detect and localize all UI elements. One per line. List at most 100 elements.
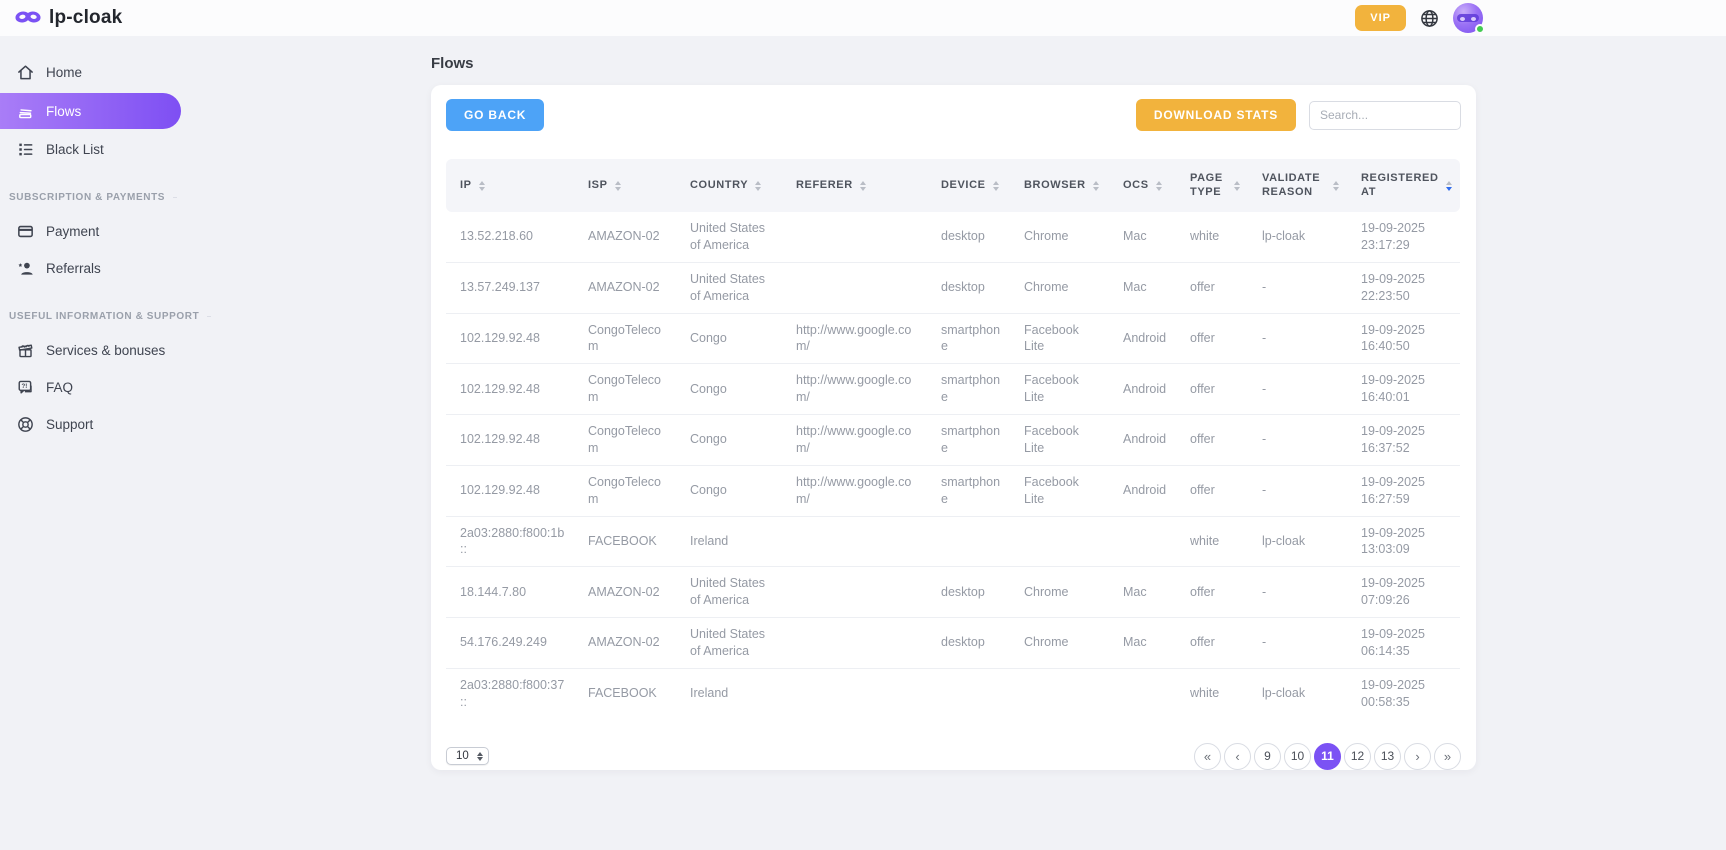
sidebar-item-black-list[interactable]: Black List <box>0 131 181 168</box>
cell-country: United States of America <box>676 617 782 669</box>
column-header-isp[interactable]: ISP <box>574 159 676 212</box>
table-row: 102.129.92.48 CongoTelecom Congo http://www… <box>446 312 1460 364</box>
cell-ip: 13.57.249.137 <box>446 261 574 313</box>
cell-isp: AMAZON-02 <box>588 229 660 244</box>
cell-device: smartphone <box>927 312 1010 364</box>
page-13-button[interactable]: 13 <box>1374 742 1401 770</box>
cell-device: smartphone <box>927 363 1010 415</box>
sidebar-item-faq[interactable]: ?! FAQ <box>0 369 181 406</box>
sort-icon[interactable] <box>992 180 999 191</box>
cell-registered-at: 19-09-2025 06:14:35 <box>1347 617 1460 669</box>
brand-logo[interactable]: lp-cloak <box>14 7 122 29</box>
column-header-validate-reason[interactable]: VALIDATE REASON <box>1248 159 1347 212</box>
cell-device: desktop <box>927 261 1010 313</box>
cell-isp: CongoTelecom <box>574 363 676 415</box>
cell-registered-at: 19-09-2025 16:40:50 <box>1347 312 1460 364</box>
column-header-ip[interactable]: IP <box>446 159 574 212</box>
cell-page-type: offer <box>1176 566 1248 618</box>
language-globe-icon[interactable] <box>1420 9 1439 28</box>
sidebar-item-services-bonuses[interactable]: Services & bonuses <box>0 332 181 369</box>
table-header-row: IP ISP COUNTRY REFERER DEVICE BROWSER OC… <box>446 159 1460 212</box>
cell-browser: Facebook Lite <box>1010 414 1109 466</box>
sidebar-item-referrals[interactable]: Referrals <box>0 250 181 287</box>
sort-icon[interactable] <box>1234 180 1240 191</box>
next-page-button[interactable]: › <box>1404 742 1431 770</box>
sidebar-item-label: FAQ <box>46 380 74 395</box>
cell-ip: 102.129.92.48 <box>446 464 574 516</box>
sidebar-item-payment[interactable]: Payment <box>0 213 181 250</box>
search-input[interactable] <box>1309 100 1461 130</box>
download-stats-button[interactable]: DOWNLOAD STATS <box>1135 99 1296 131</box>
cell-registered-at: 19-09-2025 22:23:50 <box>1347 261 1460 313</box>
go-back-button[interactable]: GO BACK <box>446 99 545 131</box>
table-row: 54.176.249.249 AMAZON-02 United States of … <box>446 617 1460 669</box>
sidebar: Home Flows Black List SUBSCRIPTION & P <box>0 36 212 443</box>
cell-referer: http://www.google.com/ <box>782 312 927 364</box>
table-row: 13.57.249.137 AMAZON-02 United States of A… <box>446 261 1460 313</box>
sort-icon[interactable] <box>755 180 762 191</box>
cell-browser: Chrome <box>1010 617 1109 669</box>
page-9-button[interactable]: 9 <box>1254 742 1281 770</box>
cell-ocs: Mac <box>1109 566 1176 618</box>
table-row: 102.129.92.48 CongoTelecom Congo http://www… <box>446 414 1460 466</box>
flows-table: IP ISP COUNTRY REFERER DEVICE BROWSER OC… <box>446 159 1460 719</box>
column-header-page-type[interactable]: PAGE TYPE <box>1176 159 1248 212</box>
cell-isp: AMAZON-02 <box>574 261 676 313</box>
sort-icon[interactable] <box>478 180 485 191</box>
sidebar-item-flows[interactable]: Flows <box>0 93 181 129</box>
sort-icon[interactable] <box>1333 180 1339 191</box>
first-page-button[interactable]: « <box>1194 742 1221 770</box>
vip-button[interactable]: VIP <box>1355 5 1406 31</box>
cell-browser: Chrome <box>1010 566 1109 618</box>
cell-referer <box>782 566 927 618</box>
page-size-select[interactable]: 10 <box>446 747 489 765</box>
cell-ip: 2a03:2880:f800:37:: <box>446 667 574 719</box>
sidebar-item-home[interactable]: Home <box>0 54 181 91</box>
cell-device: smartphone <box>927 464 1010 516</box>
sidebar-item-support[interactable]: Support <box>0 406 181 443</box>
cell-page-type: white <box>1176 667 1248 719</box>
column-header-referer[interactable]: REFERER <box>782 159 927 212</box>
cell-validate-reason: - <box>1248 363 1347 415</box>
page-12-button[interactable]: 12 <box>1344 742 1371 770</box>
page-11-button[interactable]: 11 <box>1314 742 1341 770</box>
table-row: 13.52.218.60 AMAZON-02 United States of Am… <box>446 212 1460 262</box>
sort-icon[interactable] <box>1092 180 1099 191</box>
column-header-browser[interactable]: BROWSER <box>1010 159 1109 212</box>
cell-device: desktop <box>927 566 1010 618</box>
page-10-button[interactable]: 10 <box>1284 742 1311 770</box>
cell-referer <box>782 667 927 719</box>
sort-icon[interactable] <box>859 180 866 191</box>
cell-page-type: offer <box>1176 464 1248 516</box>
cell-browser: Chrome <box>1010 261 1109 313</box>
cell-ocs <box>1109 667 1176 719</box>
toolbar: GO BACK DOWNLOAD STATS <box>446 99 1461 131</box>
table-row: 18.144.7.80 AMAZON-02 United States of Ame… <box>446 566 1460 618</box>
cell-validate-reason: - <box>1248 617 1347 669</box>
cell-referer: http://www.google.com/ <box>782 414 927 466</box>
cell-isp: AMAZON-02 <box>574 617 676 669</box>
last-page-button[interactable]: » <box>1434 742 1461 770</box>
cell-registered-at: 19-09-2025 23:17:29 <box>1361 221 1425 252</box>
sort-icon[interactable] <box>614 180 621 191</box>
sort-icon-active[interactable] <box>1446 180 1452 191</box>
online-status-dot <box>1475 24 1485 34</box>
flows-icon <box>15 101 35 121</box>
cell-device: desktop <box>941 229 985 244</box>
sidebar-item-label: Support <box>46 417 94 432</box>
cell-country: Congo <box>676 464 782 516</box>
sort-icon[interactable] <box>1155 180 1162 191</box>
sidebar-section-title: USEFUL INFORMATION & SUPPORT <box>9 311 212 322</box>
column-header-country[interactable]: COUNTRY <box>676 159 782 212</box>
user-avatar[interactable] <box>1453 3 1485 34</box>
sidebar-item-label: Payment <box>46 224 100 239</box>
column-header-ocs[interactable]: OCS <box>1109 159 1176 212</box>
cell-device <box>927 667 1010 719</box>
svg-text:?!: ?! <box>21 383 27 390</box>
prev-page-button[interactable]: ‹ <box>1224 742 1251 770</box>
cell-validate-reason: lp-cloak <box>1248 667 1347 719</box>
cell-registered-at: 19-09-2025 16:27:59 <box>1347 464 1460 516</box>
column-header-device[interactable]: DEVICE <box>927 159 1010 212</box>
column-header-registered-at[interactable]: REGISTERED AT <box>1347 159 1460 212</box>
cell-ip: 18.144.7.80 <box>446 566 574 618</box>
